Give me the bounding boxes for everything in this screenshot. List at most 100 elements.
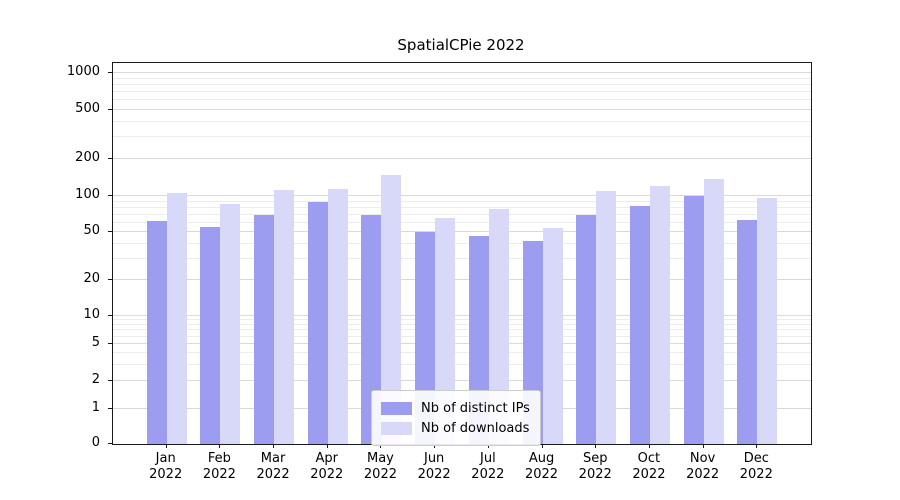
minor-gridline	[113, 120, 811, 122]
minor-gridline	[113, 91, 811, 93]
bar-distinct-ips	[683, 196, 704, 444]
y-tick-label: 1	[91, 400, 100, 415]
y-tick-mark	[108, 380, 112, 381]
y-tick-label: 10	[83, 307, 100, 322]
x-tick-mark	[595, 444, 597, 448]
x-tick-label: Jun 2022	[417, 451, 451, 483]
minor-gridline	[113, 83, 811, 85]
bar-downloads	[220, 203, 241, 444]
x-tick-label: Mar 2022	[256, 451, 290, 483]
x-tick-label: May 2022	[363, 451, 397, 483]
y-tick-label: 1000	[66, 64, 100, 79]
x-tick-mark	[487, 444, 489, 448]
bar-distinct-ips	[737, 220, 758, 444]
x-tick-label: Jul 2022	[471, 451, 505, 483]
plot-area: Nb of distinct IPs Nb of downloads	[112, 62, 812, 446]
y-tick-mark	[108, 278, 112, 280]
minor-gridline	[113, 335, 811, 337]
y-tick-mark	[108, 157, 112, 159]
major-gridline	[113, 72, 811, 73]
x-tick-label: Dec 2022	[739, 451, 773, 483]
y-tick-mark	[108, 195, 112, 196]
legend-swatch-distinct-ips	[381, 401, 412, 415]
minor-gridline	[113, 213, 811, 215]
y-tick-mark	[108, 443, 112, 444]
bar-downloads	[435, 217, 456, 444]
chart-title: SpatialCPie 2022	[397, 36, 525, 54]
minor-gridline	[113, 352, 811, 354]
legend-entry-distinct-ips: Nb of distinct IPs	[381, 398, 530, 418]
major-gridline	[113, 380, 811, 382]
bar-distinct-ips	[146, 220, 167, 444]
y-tick-label: 100	[75, 187, 100, 202]
y-tick-mark	[108, 408, 112, 409]
bar-distinct-ips	[307, 201, 328, 444]
minor-gridline	[113, 77, 811, 79]
x-tick-mark	[702, 444, 704, 448]
minor-gridline	[113, 136, 811, 138]
y-tick-label: 0	[91, 435, 100, 450]
x-tick-label: Oct 2022	[632, 451, 666, 483]
minor-gridline	[113, 99, 811, 101]
bar-downloads	[649, 186, 670, 444]
x-tick-mark	[648, 444, 650, 448]
minor-gridline	[113, 242, 811, 244]
legend-label-distinct-ips: Nb of distinct IPs	[421, 400, 530, 416]
legend-entry-downloads: Nb of downloads	[381, 418, 530, 438]
x-tick-mark	[756, 444, 758, 448]
y-tick-mark	[108, 72, 112, 73]
x-tick-mark	[219, 444, 221, 448]
minor-gridline	[113, 363, 811, 365]
bar-downloads	[381, 175, 402, 444]
y-tick-label: 2	[91, 372, 100, 387]
x-tick-mark	[326, 444, 328, 448]
bar-downloads	[703, 178, 724, 444]
bar-downloads	[327, 188, 348, 444]
y-tick-mark	[108, 109, 112, 111]
x-tick-mark	[434, 444, 436, 448]
bar-downloads	[274, 189, 295, 444]
bar-downloads	[596, 190, 617, 444]
major-gridline	[113, 278, 811, 280]
x-tick-label: Nov 2022	[686, 451, 720, 483]
bar-distinct-ips	[576, 214, 597, 444]
legend: Nb of distinct IPs Nb of downloads	[371, 390, 541, 446]
bar-distinct-ips	[254, 214, 275, 444]
y-tick-label: 200	[75, 149, 100, 165]
x-tick-label: Aug 2022	[524, 451, 559, 483]
y-tick-mark	[108, 315, 112, 316]
bar-downloads	[542, 228, 563, 444]
y-tick-label: 5	[91, 334, 100, 350]
major-gridline	[113, 315, 811, 316]
bar-downloads	[757, 198, 778, 444]
y-tick-mark	[108, 342, 112, 344]
major-gridline	[113, 343, 811, 344]
minor-gridline	[113, 329, 811, 331]
x-tick-label: Feb 2022	[202, 451, 236, 483]
minor-gridline	[113, 200, 811, 202]
y-tick-label: 20	[83, 270, 100, 286]
major-gridline	[113, 195, 811, 196]
x-tick-label: Sep 2022	[578, 451, 612, 483]
bar-distinct-ips	[629, 205, 650, 444]
major-gridline	[113, 231, 811, 233]
minor-gridline	[113, 319, 811, 321]
x-tick-mark	[273, 444, 275, 448]
x-tick-label: Jan 2022	[149, 451, 183, 483]
x-tick-mark	[165, 444, 167, 448]
minor-gridline	[113, 221, 811, 223]
minor-gridline	[113, 324, 811, 326]
x-tick-label: Apr 2022	[310, 451, 344, 483]
x-tick-mark	[380, 444, 382, 448]
minor-gridline	[113, 206, 811, 208]
bar-downloads	[488, 208, 509, 444]
legend-label-downloads: Nb of downloads	[421, 420, 530, 436]
major-gridline	[113, 109, 811, 111]
minor-gridline	[113, 257, 811, 259]
y-tick-mark	[108, 231, 112, 233]
y-tick-label: 50	[83, 223, 100, 239]
bar-distinct-ips	[200, 227, 221, 444]
bar-downloads	[166, 193, 187, 444]
y-tick-label: 500	[75, 101, 100, 117]
